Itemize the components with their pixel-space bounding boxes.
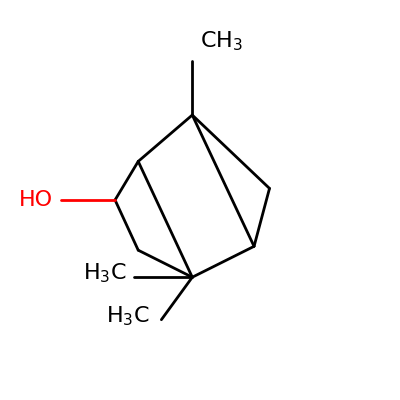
Text: CH$_3$: CH$_3$: [200, 30, 243, 53]
Text: H$_3$C: H$_3$C: [106, 304, 150, 328]
Text: HO: HO: [19, 190, 53, 210]
Text: H$_3$C: H$_3$C: [83, 262, 127, 285]
